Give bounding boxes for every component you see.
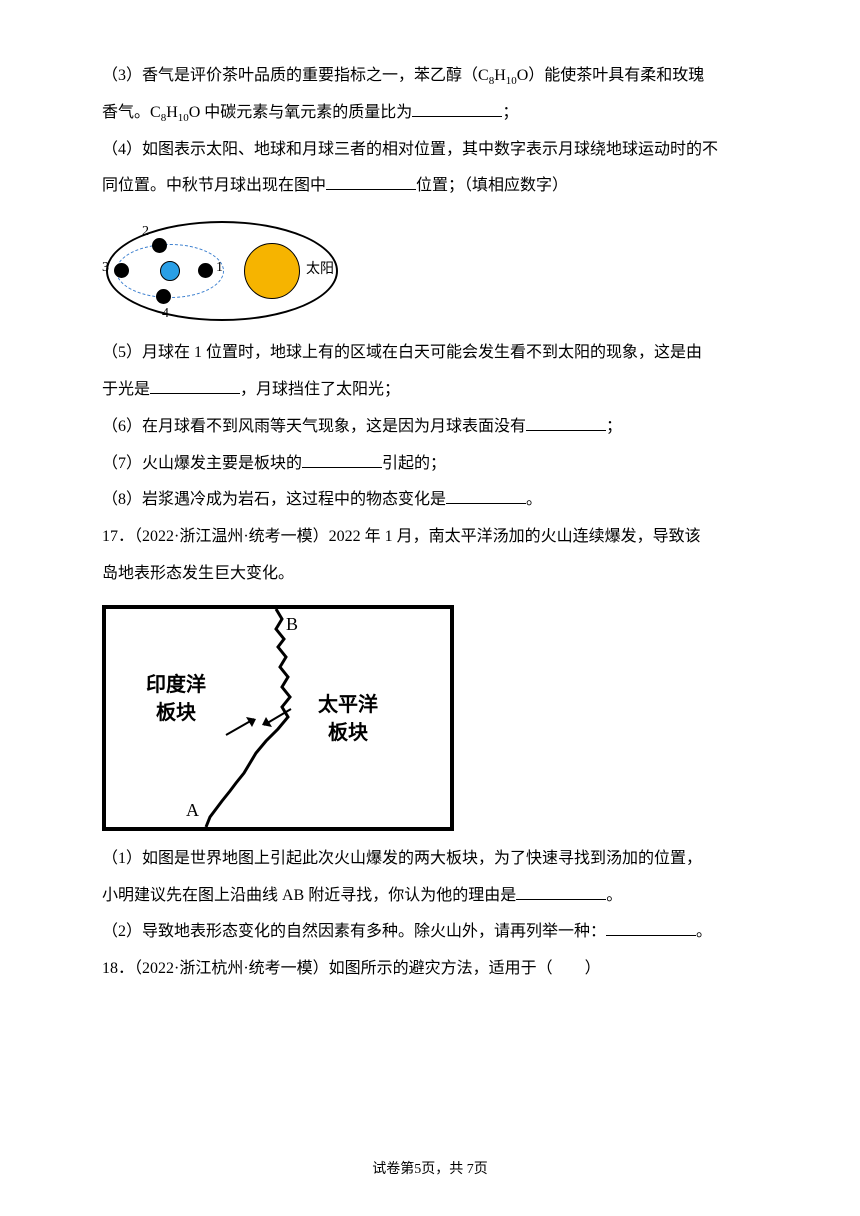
q17-2: （2）导致地表形态变化的自然因素有多种。除火山外，请再列举一种： 。 xyxy=(102,914,758,951)
q17-line2: 岛地表形态发生巨大变化。 xyxy=(102,556,758,593)
q17-line1: 17．（2022·浙江温州·统考一模）2022 年 1 月，南太平洋汤加的火山连… xyxy=(102,519,758,556)
label-3: 3 xyxy=(102,261,109,275)
q4-line2: 同位置。中秋节月球出现在图中 位置；（填相应数字） xyxy=(102,168,758,205)
t: 。 xyxy=(696,923,712,940)
label-4: 4 xyxy=(162,307,169,321)
t: 引起的； xyxy=(382,455,446,472)
q5-line2: 于光是 ，月球挡住了太阳光； xyxy=(102,372,758,409)
t: 小明建议先在图上沿曲线 AB 附近寻找，你认为他的理由是 xyxy=(102,887,516,904)
t: 。 xyxy=(606,887,622,904)
blank[interactable] xyxy=(412,99,502,117)
sun-label: 太阳 xyxy=(306,263,334,277)
label-A: A xyxy=(186,801,199,819)
q6: （6）在月球看不到风雨等天气现象，这是因为月球表面没有 ； xyxy=(102,409,758,446)
blank[interactable] xyxy=(606,919,696,937)
q7: （7）火山爆发主要是板块的 引起的； xyxy=(102,446,758,483)
q5-line1: （5）月球在 1 位置时，地球上有的区域在白天可能会发生看不到太阳的现象，这是由 xyxy=(102,335,758,372)
q17-1-line2: 小明建议先在图上沿曲线 AB 附近寻找，你认为他的理由是 。 xyxy=(102,878,758,915)
t: （6）在月球看不到风雨等天气现象，这是因为月球表面没有 xyxy=(102,418,526,435)
sub: 10 xyxy=(506,75,517,87)
t: ； xyxy=(606,418,622,435)
label-1: 1 xyxy=(216,261,223,275)
t: 。 xyxy=(526,491,542,508)
t: O）能使茶叶具有柔和玫瑰 xyxy=(517,67,705,84)
q3-line1: （3）香气是评价茶叶品质的重要指标之一，苯乙醇（C8H10O）能使茶叶具有柔和玫… xyxy=(102,58,758,95)
page-footer: 试卷第5页，共 7页 xyxy=(0,1154,860,1186)
t: 香气。C xyxy=(102,104,161,121)
blank[interactable] xyxy=(446,487,526,505)
blank[interactable] xyxy=(326,173,416,191)
plate-left-label: 印度洋板块 xyxy=(146,671,206,727)
t: H xyxy=(494,67,506,84)
q4-line1: （4）如图表示太阳、地球和月球三者的相对位置，其中数字表示月球绕地球运动时的不 xyxy=(102,132,758,169)
q8: （8）岩浆遇冷成为岩石，这过程中的物态变化是 。 xyxy=(102,482,758,519)
t: 于光是 xyxy=(102,381,150,398)
t: 位置；（填相应数字） xyxy=(416,177,568,194)
t: （2）导致地表形态变化的自然因素有多种。除火山外，请再列举一种： xyxy=(102,923,606,940)
t: O 中碳元素与氧元素的质量比为 xyxy=(189,104,413,121)
blank[interactable] xyxy=(150,376,240,394)
t: 同位置。中秋节月球出现在图中 xyxy=(102,177,326,194)
t: H xyxy=(166,104,178,121)
plate-map-diagram: 印度洋板块 太平洋板块 B A xyxy=(102,605,454,831)
t: ，月球挡住了太阳光； xyxy=(240,381,400,398)
t: （8）岩浆遇冷成为岩石，这过程中的物态变化是 xyxy=(102,491,446,508)
sub: 10 xyxy=(178,112,189,124)
sun-icon xyxy=(244,243,300,299)
label-B: B xyxy=(286,615,298,633)
t: （7）火山爆发主要是板块的 xyxy=(102,455,302,472)
t: ； xyxy=(502,104,518,121)
blank[interactable] xyxy=(516,882,606,900)
plate-right-label: 太平洋板块 xyxy=(318,691,378,747)
q17-1-line1: （1）如图是世界地图上引起此次火山爆发的两大板块，为了快速寻找到汤加的位置， xyxy=(102,841,758,878)
t: （3）香气是评价茶叶品质的重要指标之一，苯乙醇（C xyxy=(102,67,489,84)
q18: 18．（2022·浙江杭州·统考一模）如图所示的避灾方法，适用于（ ） xyxy=(102,951,758,988)
blank[interactable] xyxy=(302,450,382,468)
label-2: 2 xyxy=(142,225,149,239)
blank[interactable] xyxy=(526,413,606,431)
q3-line2: 香气。C8H10O 中碳元素与氧元素的质量比为； xyxy=(102,95,758,132)
moon-orbit-diagram: 1 2 3 4 太阳 xyxy=(102,211,372,331)
